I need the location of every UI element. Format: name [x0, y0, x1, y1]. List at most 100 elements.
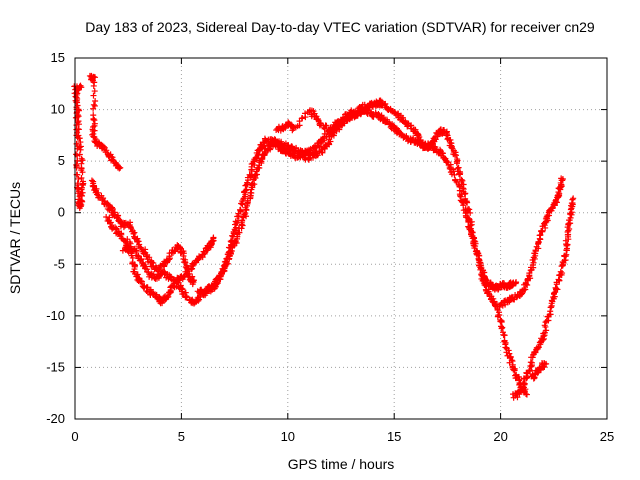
data-point — [321, 125, 328, 132]
data-point — [480, 277, 487, 284]
data-point — [550, 290, 557, 297]
data-point — [73, 161, 80, 168]
data-point — [103, 147, 110, 154]
data-point — [217, 273, 224, 280]
data-point — [105, 201, 112, 208]
data-point — [219, 268, 226, 275]
data-point — [536, 232, 543, 239]
x-tick-label: 25 — [600, 429, 614, 444]
data-point — [523, 391, 530, 398]
data-point — [511, 367, 518, 374]
data-point — [150, 271, 157, 278]
data-point — [343, 116, 350, 123]
data-point — [404, 123, 411, 130]
data-point — [521, 381, 528, 388]
data-point — [261, 150, 268, 157]
data-point — [144, 268, 151, 275]
y-tick-label: -20 — [46, 411, 65, 426]
data-point — [210, 235, 217, 242]
y-tick-label: 15 — [51, 50, 65, 65]
data-point — [254, 171, 261, 178]
data-point — [453, 152, 460, 159]
data-point — [502, 344, 509, 351]
data-point — [116, 165, 123, 172]
data-point — [165, 293, 172, 300]
data-point — [530, 259, 537, 266]
plot-frame — [74, 57, 608, 420]
data-point — [237, 206, 244, 213]
y-tick-label: 5 — [58, 153, 65, 168]
data-point — [524, 276, 531, 283]
data-point — [430, 147, 437, 154]
data-point — [501, 338, 508, 345]
data-point — [118, 230, 125, 237]
data-point — [518, 291, 525, 298]
data-point — [90, 92, 97, 99]
series-track-a — [71, 82, 87, 212]
data-point — [471, 237, 478, 244]
series-track-b — [86, 72, 124, 172]
x-tick-label: 15 — [387, 429, 401, 444]
data-point — [547, 304, 554, 311]
data-point — [447, 136, 454, 143]
data-point — [491, 298, 498, 305]
data-point — [570, 195, 577, 202]
data-point — [499, 324, 506, 331]
data-point — [230, 233, 237, 240]
data-point — [451, 171, 458, 178]
data-point — [232, 227, 239, 234]
data-point — [74, 180, 81, 187]
data-point — [555, 276, 562, 283]
data-point — [202, 290, 209, 297]
data-point — [78, 174, 85, 181]
data-point — [526, 270, 533, 277]
data-point — [531, 255, 538, 262]
data-point — [462, 190, 469, 197]
data-point — [444, 159, 451, 166]
data-point — [222, 258, 229, 265]
data-point — [134, 237, 141, 244]
data-point — [492, 302, 499, 309]
data-point — [75, 196, 82, 203]
y-tick-label: 0 — [58, 205, 65, 220]
data-point — [498, 325, 505, 332]
data-point — [538, 228, 545, 235]
data-point — [557, 268, 564, 275]
data-point — [559, 270, 566, 277]
data-point — [398, 130, 405, 137]
series-track-f — [194, 97, 530, 398]
data-point — [92, 74, 99, 81]
data-point — [477, 266, 484, 273]
y-tick-label: 10 — [51, 102, 65, 117]
data-point — [559, 176, 566, 183]
data-point — [77, 139, 84, 146]
data-point — [498, 319, 505, 326]
x-tick-label: 10 — [281, 429, 295, 444]
data-point — [463, 199, 470, 206]
data-point — [314, 115, 321, 122]
series-track-g — [273, 107, 358, 134]
data-point — [541, 361, 548, 368]
data-point — [78, 84, 85, 91]
data-point — [132, 248, 139, 255]
data-point — [319, 149, 326, 156]
data-point — [183, 293, 190, 300]
x-axis-label: GPS time / hours — [288, 456, 395, 472]
data-point — [79, 157, 86, 164]
x-tick-label: 0 — [71, 429, 78, 444]
data-point — [505, 347, 512, 354]
data-point — [90, 105, 97, 112]
y-axis-label: SDTVAR / TECUs — [7, 182, 23, 294]
data-point — [369, 104, 376, 111]
data-point — [227, 238, 234, 245]
data-point — [138, 278, 145, 285]
data-point — [467, 209, 474, 216]
data-point — [451, 151, 458, 158]
data-point — [512, 279, 519, 286]
series-track-e — [119, 234, 217, 285]
data-point — [506, 350, 513, 357]
data-point — [519, 290, 526, 297]
data-point — [407, 122, 414, 129]
data-point — [242, 210, 249, 217]
data-point — [77, 146, 84, 153]
